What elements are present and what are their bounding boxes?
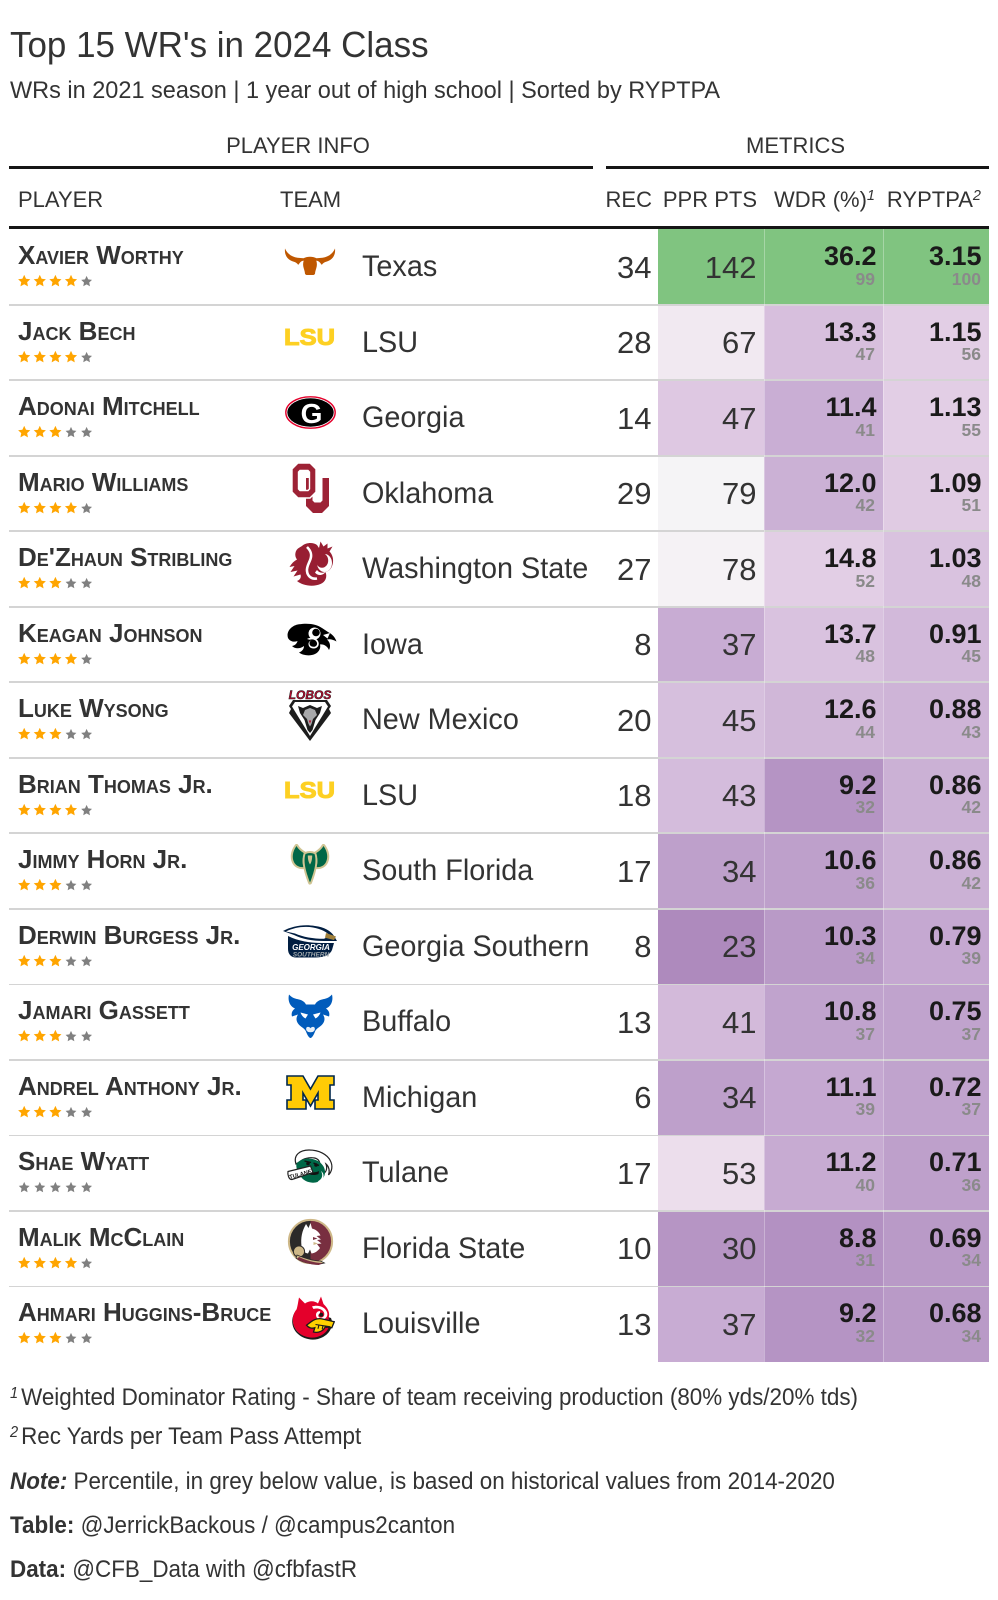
svg-text:G: G	[300, 398, 322, 429]
svg-text:SOUTHERN: SOUTHERN	[293, 952, 330, 959]
svg-text:LSU: LSU	[284, 781, 335, 799]
svg-text:TULANE: TULANE	[289, 1169, 313, 1181]
svg-text:GEORGIA: GEORGIA	[292, 943, 330, 952]
svg-text:LSU: LSU	[284, 328, 335, 346]
svg-text:LOBOS: LOBOS	[289, 688, 332, 702]
